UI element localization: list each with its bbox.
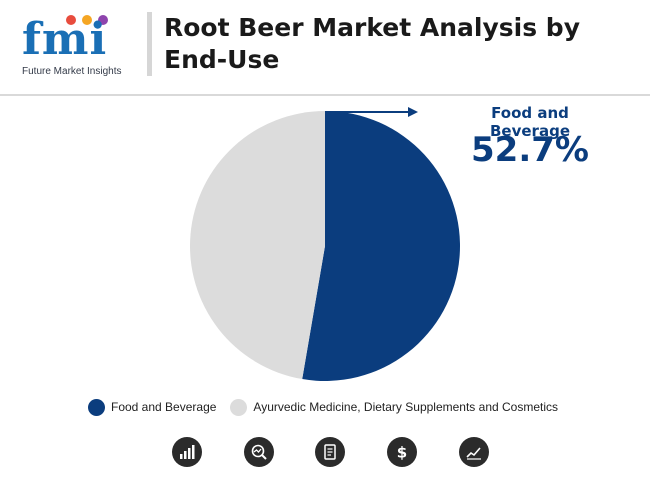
logo-dot-icon bbox=[98, 15, 108, 25]
logo-letters: fmi bbox=[22, 14, 108, 65]
footer-icon-row: $ bbox=[0, 437, 650, 469]
magnifier-chart-icon bbox=[244, 437, 274, 467]
fmi-logo: fmi Future Market Insights bbox=[22, 12, 132, 77]
legend-label: Food and Beverage bbox=[111, 400, 217, 414]
pie-chart bbox=[190, 107, 461, 382]
pie-slice-1 bbox=[190, 111, 325, 380]
header-rule bbox=[0, 94, 650, 96]
logo-subtitle: Future Market Insights bbox=[22, 66, 122, 77]
legend-label: Ayurvedic Medicine, Dietary Supplements … bbox=[253, 400, 559, 414]
trend-line-icon bbox=[459, 437, 489, 467]
svg-text:$: $ bbox=[397, 444, 407, 462]
legend-item-food-beverage: Food and Beverage bbox=[88, 398, 217, 416]
pie-slice-0 bbox=[302, 111, 461, 382]
legend-swatch bbox=[230, 398, 248, 416]
bar-chart-icon bbox=[172, 437, 202, 467]
callout-label: Food and Beverage bbox=[490, 104, 570, 140]
callout-value: 52.7% bbox=[471, 130, 589, 170]
logo-dot-icon bbox=[82, 15, 92, 25]
legend-swatch bbox=[88, 398, 105, 416]
dollar-icon: $ bbox=[387, 437, 417, 467]
callout-arrow bbox=[326, 107, 418, 117]
header: fmi Future Market Insights Root Beer Mar… bbox=[0, 0, 650, 92]
chart-title: Root Beer Market Analysis by End-Use bbox=[164, 13, 581, 74]
legend-item-ayurvedic: Ayurvedic Medicine, Dietary Supplements … bbox=[230, 398, 559, 416]
legend: Food and Beverage Ayurvedic Medicine, Di… bbox=[88, 397, 572, 417]
report-icon bbox=[315, 437, 345, 467]
logo-dot-icon bbox=[66, 15, 76, 25]
title-divider bbox=[147, 12, 152, 76]
